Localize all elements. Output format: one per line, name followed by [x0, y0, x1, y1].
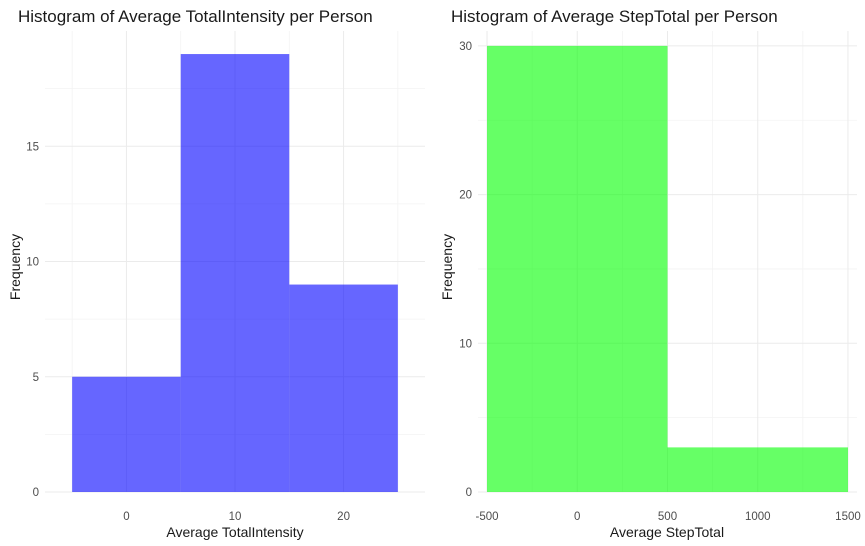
- steptotal-x-tick-label: 1000: [745, 511, 771, 523]
- steptotal-chart-title: Histogram of Average StepTotal per Perso…: [451, 7, 778, 26]
- intensity-y-tick-label: 10: [26, 257, 39, 269]
- steptotal-x-tick-label: 500: [658, 511, 677, 523]
- intensity-y-ticks: 0 5 10 15: [26, 141, 39, 499]
- steptotal-x-ticks: -500 0 500 1000 1500: [476, 511, 861, 523]
- intensity-bars: [72, 54, 398, 493]
- intensity-x-axis-label: Average TotalIntensity: [166, 524, 303, 540]
- intensity-x-ticks: 0 10 20: [123, 511, 350, 523]
- steptotal-x-tick-label: -500: [476, 511, 499, 523]
- steptotal-y-axis-label: Frequency: [439, 234, 455, 300]
- intensity-histogram-bar-0: [72, 376, 181, 492]
- steptotal-bars: [487, 45, 848, 492]
- intensity-x-tick-label: 0: [123, 511, 129, 523]
- steptotal-y-tick-label: 30: [459, 41, 472, 53]
- steptotal-x-tick-label: 1500: [835, 511, 861, 523]
- intensity-x-tick-label: 20: [337, 511, 350, 523]
- intensity-histogram-panel: 0 10 20 0 5 10 15 Histogram of Average TotalI…: [7, 7, 425, 540]
- intensity-chart-title: Histogram of Average TotalIntensity per …: [18, 7, 373, 26]
- steptotal-y-tick-label: 20: [459, 190, 472, 202]
- intensity-histogram-bar-2: [289, 284, 398, 492]
- steptotal-histogram-bar-0: [487, 45, 668, 492]
- intensity-y-tick-label: 0: [33, 487, 39, 499]
- intensity-histogram-bar-1: [180, 54, 290, 493]
- steptotal-y-tick-label: 0: [466, 487, 472, 499]
- steptotal-histogram-bar-1: [667, 447, 848, 492]
- intensity-y-tick-label: 5: [33, 372, 39, 384]
- steptotal-y-tick-label: 10: [459, 338, 472, 350]
- steptotal-y-ticks: 0 10 20 30: [459, 41, 472, 499]
- intensity-y-tick-label: 15: [26, 141, 39, 153]
- intensity-y-axis-label: Frequency: [7, 234, 23, 300]
- steptotal-histogram-panel: -500 0 500 1000 1500 0 10 20 30 Histogram of Av…: [439, 7, 861, 540]
- steptotal-x-axis-label: Average StepTotal: [610, 524, 724, 540]
- steptotal-x-tick-label: 0: [574, 511, 580, 523]
- intensity-x-tick-label: 10: [229, 511, 242, 523]
